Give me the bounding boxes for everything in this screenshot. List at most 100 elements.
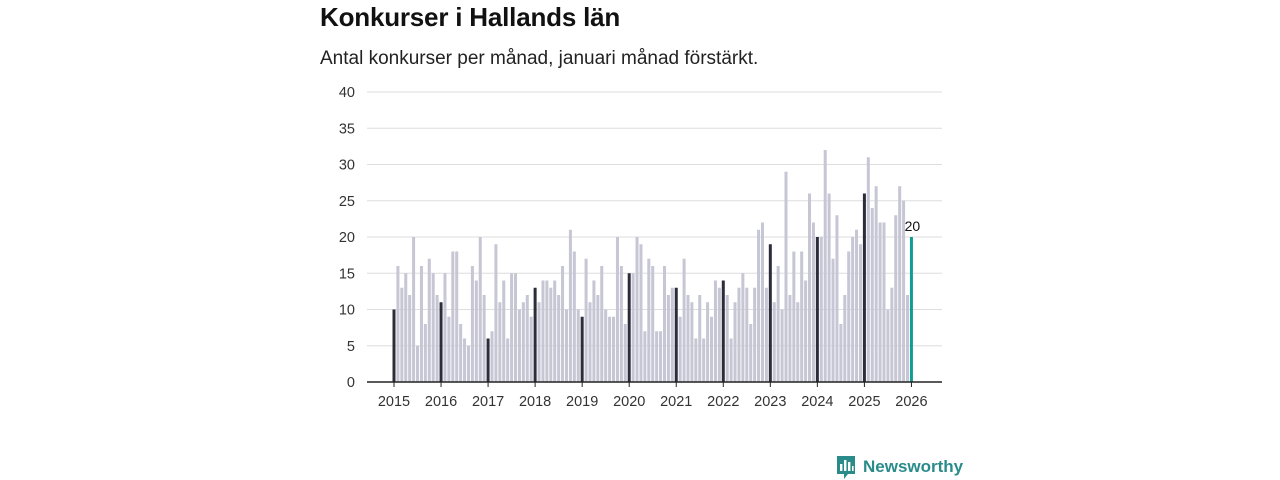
bar — [643, 331, 647, 382]
x-tick-label: 2016 — [425, 394, 457, 410]
chart-subtitle: Antal konkurser per månad, januari månad… — [320, 48, 759, 69]
bar — [792, 251, 796, 382]
bars — [392, 150, 913, 382]
bar — [561, 266, 565, 382]
y-tick-label: 40 — [339, 85, 355, 101]
y-tick-label: 30 — [339, 158, 355, 174]
annotations: 20 — [905, 218, 921, 234]
bar — [514, 273, 518, 382]
bar — [404, 273, 408, 382]
bar — [408, 295, 412, 382]
bar — [764, 287, 768, 382]
bar — [721, 280, 725, 382]
bar — [757, 229, 761, 382]
x-tick-label: 2022 — [707, 394, 739, 410]
bar — [706, 302, 710, 382]
bar — [592, 280, 596, 382]
y-tick-label: 25 — [339, 194, 355, 210]
bar — [416, 345, 420, 382]
bar — [847, 251, 851, 382]
bar — [678, 316, 682, 382]
bar — [882, 222, 886, 382]
bar — [698, 295, 702, 382]
x-tick-label: 2020 — [613, 394, 645, 410]
bar — [702, 338, 706, 382]
newsworthy-logo: Newsworthy — [835, 454, 963, 480]
bar — [443, 273, 447, 382]
bar — [651, 266, 655, 382]
bar — [612, 316, 616, 382]
bar — [419, 266, 423, 382]
bar — [466, 345, 470, 382]
bar — [549, 287, 553, 382]
bar — [674, 287, 678, 382]
bar — [553, 280, 557, 382]
x-tick-label: 2015 — [378, 394, 410, 410]
bar — [870, 208, 874, 382]
bar — [909, 237, 913, 382]
y-tick-label: 20 — [339, 230, 355, 246]
bar — [600, 266, 604, 382]
bar — [451, 251, 455, 382]
bar — [588, 302, 592, 382]
bar — [655, 331, 659, 382]
bar — [729, 338, 733, 382]
bar — [851, 237, 855, 382]
latest-value-label: 20 — [905, 218, 921, 234]
bar — [682, 258, 686, 382]
bar — [839, 324, 843, 382]
bar — [494, 244, 498, 382]
bar — [486, 338, 490, 382]
bar — [890, 287, 894, 382]
bar — [517, 309, 521, 382]
bar — [835, 215, 839, 382]
bar — [576, 309, 580, 382]
bar — [604, 309, 608, 382]
bar — [510, 273, 514, 382]
bar — [815, 237, 819, 382]
bar — [427, 258, 431, 382]
brand-name: Newsworthy — [863, 457, 964, 476]
chart-title: Konkurser i Hallands län — [320, 2, 621, 32]
bar — [521, 302, 525, 382]
y-tick-label: 10 — [339, 303, 355, 319]
bar — [804, 280, 808, 382]
bar — [627, 273, 631, 382]
bar — [866, 157, 870, 382]
bar — [392, 309, 396, 382]
bar — [862, 193, 866, 382]
bar — [898, 186, 902, 382]
bar — [713, 280, 717, 382]
y-axis-labels: 0 5 10 15 20 25 30 35 40 — [339, 85, 355, 391]
bar — [811, 222, 815, 382]
bar — [564, 309, 568, 382]
bar — [745, 287, 749, 382]
bar — [400, 287, 404, 382]
bar — [545, 280, 549, 382]
bar — [843, 295, 847, 382]
bar — [619, 266, 623, 382]
bar — [529, 316, 533, 382]
bar — [827, 193, 831, 382]
bar — [470, 266, 474, 382]
bar — [717, 287, 721, 382]
bar — [459, 324, 463, 382]
x-tick-label: 2023 — [754, 394, 786, 410]
bar — [749, 324, 753, 382]
bar — [906, 295, 910, 382]
bar — [686, 295, 690, 382]
x-tick-label: 2018 — [519, 394, 551, 410]
bar — [455, 251, 459, 382]
bar — [886, 309, 890, 382]
bar — [772, 302, 776, 382]
gridlines — [367, 91, 942, 347]
bar — [800, 251, 804, 382]
bar — [580, 316, 584, 382]
y-tick-label: 35 — [339, 121, 355, 137]
bar — [659, 331, 663, 382]
bar — [478, 237, 482, 382]
bar — [737, 287, 741, 382]
bar — [858, 244, 862, 382]
bar — [788, 295, 792, 382]
